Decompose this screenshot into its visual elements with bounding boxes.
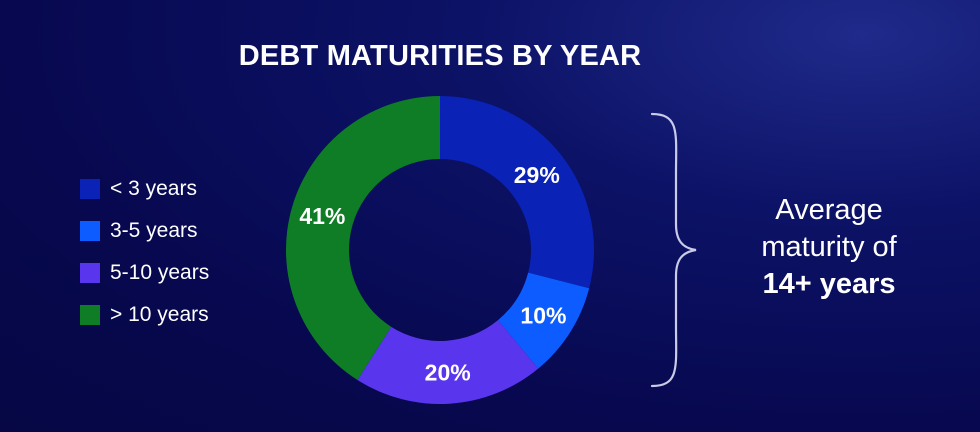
legend-swatch [80,305,100,325]
legend-item: > 10 years [80,294,209,336]
legend-item: 3-5 years [80,210,209,252]
donut-chart: 29% 10% 20% 41% [286,96,594,404]
callout-highlight: 14+ years [762,268,896,300]
donut-slice [440,96,594,289]
donut-slice [286,96,440,381]
legend-label: < 3 years [110,177,197,200]
legend-swatch [80,221,100,241]
average-maturity-callout: Average maturity of 14+ years [718,192,940,303]
callout-line-1: Average [775,194,883,226]
legend-item: < 3 years [80,168,209,210]
slice-value-label: 41% [299,203,345,229]
callout-line-2: maturity of [761,231,897,263]
legend-label: > 10 years [110,303,209,326]
chart-title: DEBT MATURITIES BY YEAR [238,40,642,72]
legend-swatch [80,179,100,199]
donut-slice [357,320,539,404]
slice-value-label: 20% [425,359,471,385]
curly-brace-icon [650,112,697,388]
legend: < 3 years 3-5 years 5-10 years > 10 year… [80,168,209,336]
legend-swatch [80,263,100,283]
slice-value-label: 10% [520,303,566,329]
donut-slice [498,272,590,369]
legend-label: 5-10 years [110,261,210,284]
slice-value-label: 29% [514,162,560,188]
legend-label: 3-5 years [110,219,198,242]
legend-item: 5-10 years [80,252,209,294]
